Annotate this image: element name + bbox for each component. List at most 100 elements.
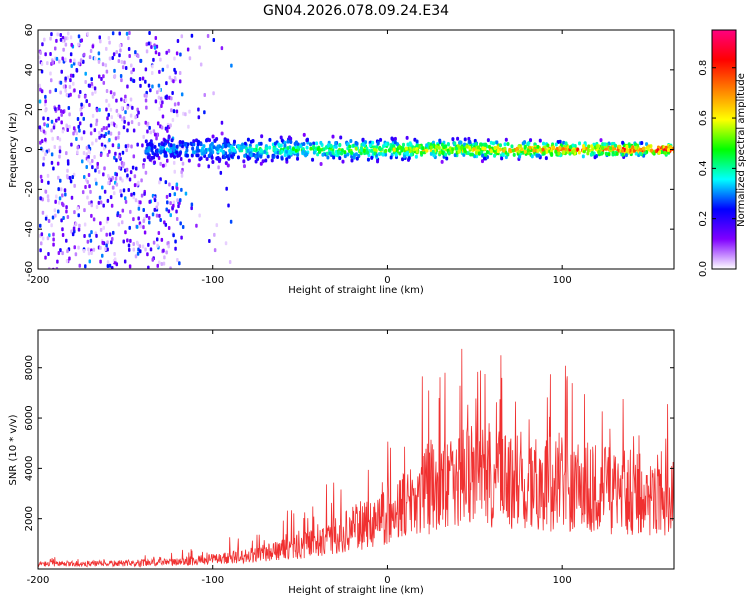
signal-cell: [236, 144, 240, 149]
noise-cell: [139, 83, 142, 88]
signal-cell: [212, 145, 216, 150]
noise-cell: [143, 230, 147, 235]
noise-cell: [92, 247, 96, 252]
noise-cell: [77, 245, 80, 250]
noise-cell: [188, 109, 191, 114]
signal-cell: [219, 148, 223, 153]
signal-cell: [510, 144, 514, 149]
noise-cell: [110, 115, 114, 120]
noise-cell: [76, 145, 80, 150]
noise-cell: [66, 159, 70, 164]
noise-cell: [109, 195, 113, 200]
noise-cell: [120, 220, 124, 225]
signal-cell: [379, 137, 383, 142]
noise-cell: [87, 154, 90, 159]
signal-cell: [177, 153, 181, 158]
signal-cell: [470, 152, 474, 157]
noise-cell: [66, 215, 70, 220]
noise-cell: [156, 263, 159, 268]
noise-cell: [104, 63, 108, 68]
signal-cell: [186, 142, 190, 147]
signal-cell: [621, 152, 625, 157]
noise-cell: [203, 110, 206, 115]
noise-cell: [97, 169, 101, 174]
noise-cell: [172, 79, 175, 84]
noise-cell: [40, 69, 44, 74]
noise-cell: [125, 31, 129, 36]
signal-cell: [379, 147, 383, 152]
signal-cell: [260, 134, 264, 139]
noise-cell: [123, 119, 126, 124]
noise-cell: [134, 254, 138, 259]
noise-cell: [41, 210, 45, 215]
noise-cell: [96, 161, 99, 166]
noise-cell: [95, 233, 98, 238]
noise-cell: [78, 121, 82, 126]
noise-cell: [124, 230, 127, 235]
signal-cell: [404, 146, 408, 151]
signal-cell: [387, 148, 391, 153]
noise-cell: [180, 173, 184, 178]
noise-cell: [50, 160, 54, 165]
noise-cell: [54, 107, 57, 112]
noise-cell: [172, 160, 176, 165]
noise-cell: [92, 217, 96, 222]
noise-cell: [42, 129, 46, 134]
noise-cell: [57, 187, 60, 192]
noise-cell: [44, 152, 47, 157]
noise-cell: [121, 65, 125, 70]
signal-cell: [146, 148, 150, 153]
signal-cell: [259, 149, 263, 154]
noise-cell: [89, 123, 93, 128]
signal-cell: [266, 154, 270, 159]
noise-cell: [169, 213, 172, 218]
noise-cell: [127, 243, 131, 248]
noise-cell: [115, 98, 118, 103]
noise-cell: [88, 161, 92, 166]
noise-cell: [111, 237, 114, 242]
signal-cell: [294, 148, 298, 153]
noise-cell: [161, 114, 165, 119]
signal-cell: [189, 141, 193, 146]
noise-cell: [108, 40, 111, 45]
noise-cell: [57, 175, 60, 180]
signal-cell: [600, 151, 604, 156]
noise-cell: [62, 84, 66, 89]
signal-cell: [441, 151, 445, 156]
signal-cell: [316, 147, 320, 152]
noise-cell: [147, 216, 151, 221]
signal-cell: [384, 152, 388, 157]
signal-cell: [489, 149, 493, 154]
noise-cell: [159, 218, 162, 223]
noise-cell: [44, 137, 47, 142]
signal-cell: [401, 157, 405, 162]
signal-cell: [604, 151, 608, 156]
signal-cell: [268, 137, 272, 142]
noise-cell: [98, 130, 101, 135]
signal-cell: [280, 138, 284, 143]
noise-cell: [79, 58, 83, 63]
signal-cell: [458, 140, 462, 145]
noise-cell: [168, 95, 171, 100]
noise-cell: [59, 187, 63, 192]
signal-cell: [289, 140, 293, 145]
noise-cell: [48, 89, 52, 94]
noise-cell: [83, 222, 87, 227]
colorbar-tick-label: 0.8: [698, 60, 709, 76]
noise-cell: [89, 131, 93, 136]
signal-cell: [546, 143, 550, 148]
noise-cell: [69, 52, 73, 57]
noise-cell: [159, 100, 162, 105]
noise-cell: [58, 149, 62, 154]
signal-cell: [444, 152, 448, 157]
noise-cell: [113, 74, 117, 79]
signal-cell: [223, 139, 227, 144]
noise-cell: [162, 261, 166, 266]
noise-cell: [38, 55, 41, 60]
signal-cell: [272, 147, 276, 152]
noise-cell: [146, 129, 149, 134]
noise-cell: [65, 151, 68, 156]
noise-cell: [179, 156, 183, 161]
noise-cell: [140, 193, 144, 198]
noise-cell: [118, 165, 121, 170]
